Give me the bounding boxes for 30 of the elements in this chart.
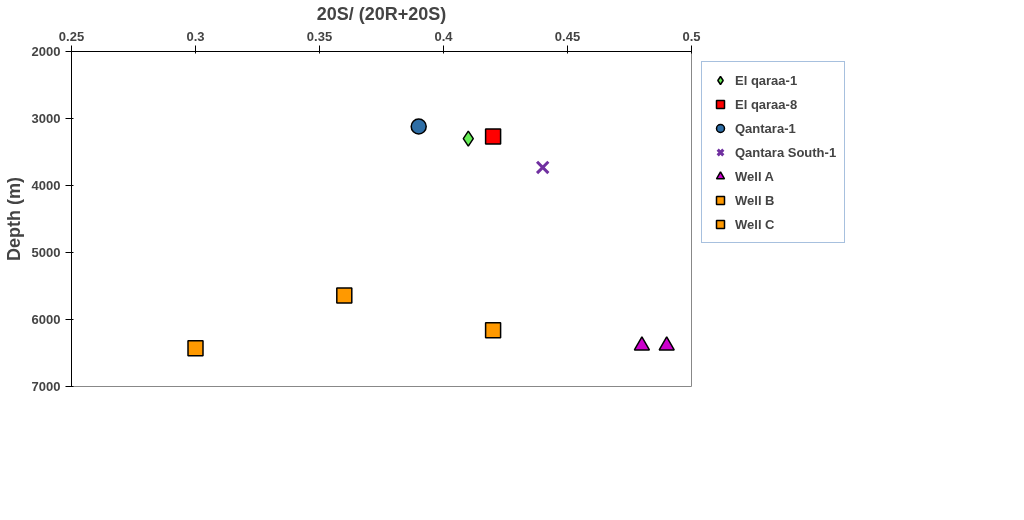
legend-label: Qantara-1 [735, 120, 796, 136]
legend-label: Well C [735, 216, 775, 232]
legend-label: Qantara South-1 [735, 144, 837, 160]
legend-label: Well B [735, 192, 775, 208]
point [336, 287, 353, 304]
point [410, 118, 427, 135]
point [633, 336, 651, 351]
y-tick-label: 3000 [31, 111, 61, 126]
y-axis-title: Depth (m) [3, 176, 24, 261]
x-tick-label: 0.45 [554, 28, 581, 44]
legend-label: El qaraa-8 [735, 96, 798, 112]
x-tick-label: 0.25 [58, 28, 85, 44]
point [484, 321, 502, 339]
x-tick-label: 0.35 [306, 28, 333, 44]
legend-label: Well A [735, 168, 775, 184]
y-tick-label: 5000 [31, 245, 61, 260]
x-tick-label: 0.5 [682, 28, 701, 44]
x-tick-label: 0.4 [434, 28, 454, 44]
legend-label: El qaraa-1 [735, 72, 798, 88]
point [462, 130, 475, 147]
point [187, 340, 204, 357]
x-axis-title: 20S/ (20R+20S) [316, 3, 447, 24]
point [658, 336, 675, 351]
y-tick-label: 6000 [31, 312, 61, 327]
point [484, 128, 502, 145]
y-tick-label: 2000 [31, 44, 61, 59]
x-tick-label: 0.3 [186, 28, 205, 44]
point [535, 160, 550, 175]
y-tick-label: 4000 [31, 178, 61, 193]
y-tick-label: 7000 [31, 379, 61, 394]
